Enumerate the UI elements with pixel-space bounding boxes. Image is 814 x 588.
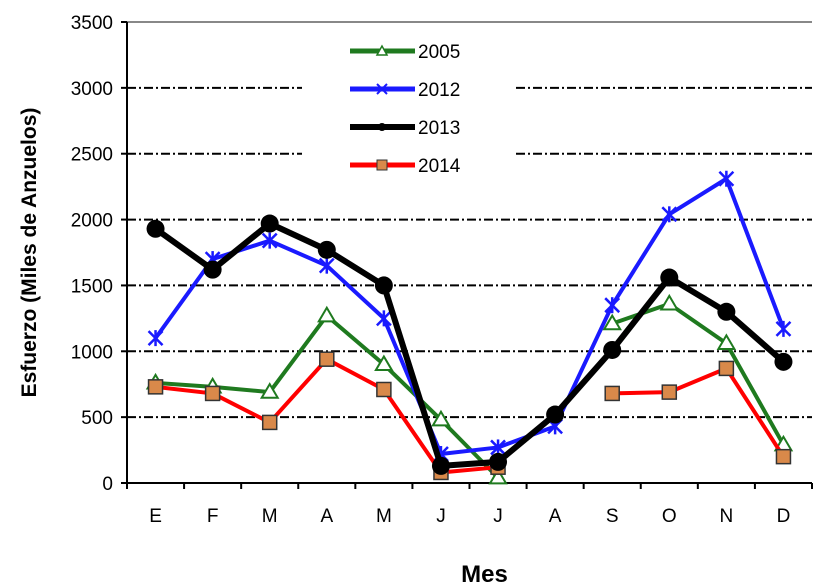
data-point-2014	[376, 381, 392, 398]
data-point-2013	[603, 340, 622, 359]
legend-item-2014: 2014	[350, 156, 461, 177]
data-point-2013	[546, 405, 565, 424]
series-line-2014	[155, 357, 499, 475]
legend-label: 2005	[418, 42, 460, 63]
series-2014	[147, 351, 792, 481]
x-tick-label: O	[662, 506, 677, 527]
data-point-2014	[261, 414, 278, 431]
x-tick-label: S	[606, 506, 619, 527]
series-line-2013	[153, 220, 786, 469]
data-point-2012	[604, 297, 621, 314]
data-point-2013	[203, 260, 222, 279]
data-point-2013	[660, 268, 679, 287]
y-tick-label: 3500	[71, 13, 113, 34]
y-tick-label: 2000	[71, 211, 113, 232]
data-point-2012	[490, 439, 506, 456]
data-point-2012	[261, 232, 278, 249]
data-point-2013	[317, 240, 336, 259]
legend-marker	[378, 123, 386, 131]
series-2012	[147, 170, 792, 463]
x-tick-label: E	[149, 506, 162, 527]
data-point-2012	[661, 206, 678, 223]
legend: 2005 2012 2013 2014	[350, 42, 461, 177]
x-tick-label: A	[320, 506, 333, 527]
data-point-2005	[431, 409, 451, 427]
data-point-2012	[775, 320, 792, 337]
data-point-2014	[147, 379, 164, 395]
y-tick-label: 2500	[71, 145, 113, 166]
legend-marker	[376, 159, 388, 171]
legend-marker	[376, 83, 388, 95]
y-tick-label: 1000	[71, 342, 113, 363]
x-tick-label: A	[549, 506, 562, 527]
x-tick-label: M	[262, 506, 278, 527]
series-line-2014	[612, 366, 786, 458]
series-2005	[145, 293, 794, 485]
y-tick-label: 500	[81, 408, 113, 429]
data-point-2014	[718, 360, 735, 377]
data-point-2005	[259, 382, 280, 399]
data-point-2014	[775, 448, 792, 465]
series-group	[145, 170, 794, 485]
legend-label: 2014	[418, 156, 461, 177]
x-tick-label: M	[376, 506, 392, 527]
data-point-2013	[431, 456, 450, 475]
data-point-2012	[147, 330, 164, 347]
data-point-2013	[260, 214, 279, 233]
y-tick-label: 0	[102, 474, 113, 495]
data-point-2012	[375, 310, 392, 327]
x-tick-label: F	[207, 506, 219, 527]
data-point-2005	[602, 313, 622, 331]
data-point-2005	[659, 293, 680, 311]
series-line-2005	[611, 301, 786, 446]
x-tick-label: J	[436, 506, 446, 527]
grid-lines	[127, 21, 812, 419]
y-tick-label: 3000	[71, 79, 113, 100]
data-point-2013	[374, 276, 393, 295]
data-point-2013	[146, 219, 165, 238]
data-point-2013	[717, 302, 736, 321]
x-axis-title: Mes	[461, 561, 508, 588]
y-tick-label: 1500	[71, 276, 113, 297]
data-point-2005	[374, 354, 394, 372]
data-point-2014	[204, 385, 221, 402]
data-point-2013	[489, 452, 508, 471]
x-tick-label: J	[493, 506, 503, 527]
data-point-2014	[661, 384, 678, 400]
series-2013	[146, 214, 793, 475]
data-point-2005	[488, 467, 508, 485]
data-point-2005	[716, 333, 737, 350]
legend-label: 2012	[418, 80, 460, 101]
data-point-2005	[317, 305, 337, 323]
x-tick-label: N	[720, 506, 734, 527]
legend-item-2005: 2005	[350, 42, 460, 63]
data-point-2014	[319, 351, 335, 367]
legend-marker	[375, 44, 389, 56]
y-axis-ticks: 0 500 1000 1500 2000 2500 3000 3500	[71, 13, 127, 495]
legend-item-2012: 2012	[350, 80, 460, 101]
legend-label: 2013	[418, 118, 460, 139]
series-line-2012	[153, 176, 786, 457]
legend-item-2013: 2013	[350, 118, 460, 139]
y-axis-title: Esfuerzo (Miles de Anzuelos)	[18, 108, 41, 398]
data-point-2012	[718, 170, 735, 187]
data-point-2014	[604, 385, 620, 402]
data-point-2013	[774, 352, 793, 371]
x-tick-label: D	[777, 506, 791, 527]
data-point-2012	[318, 257, 335, 274]
